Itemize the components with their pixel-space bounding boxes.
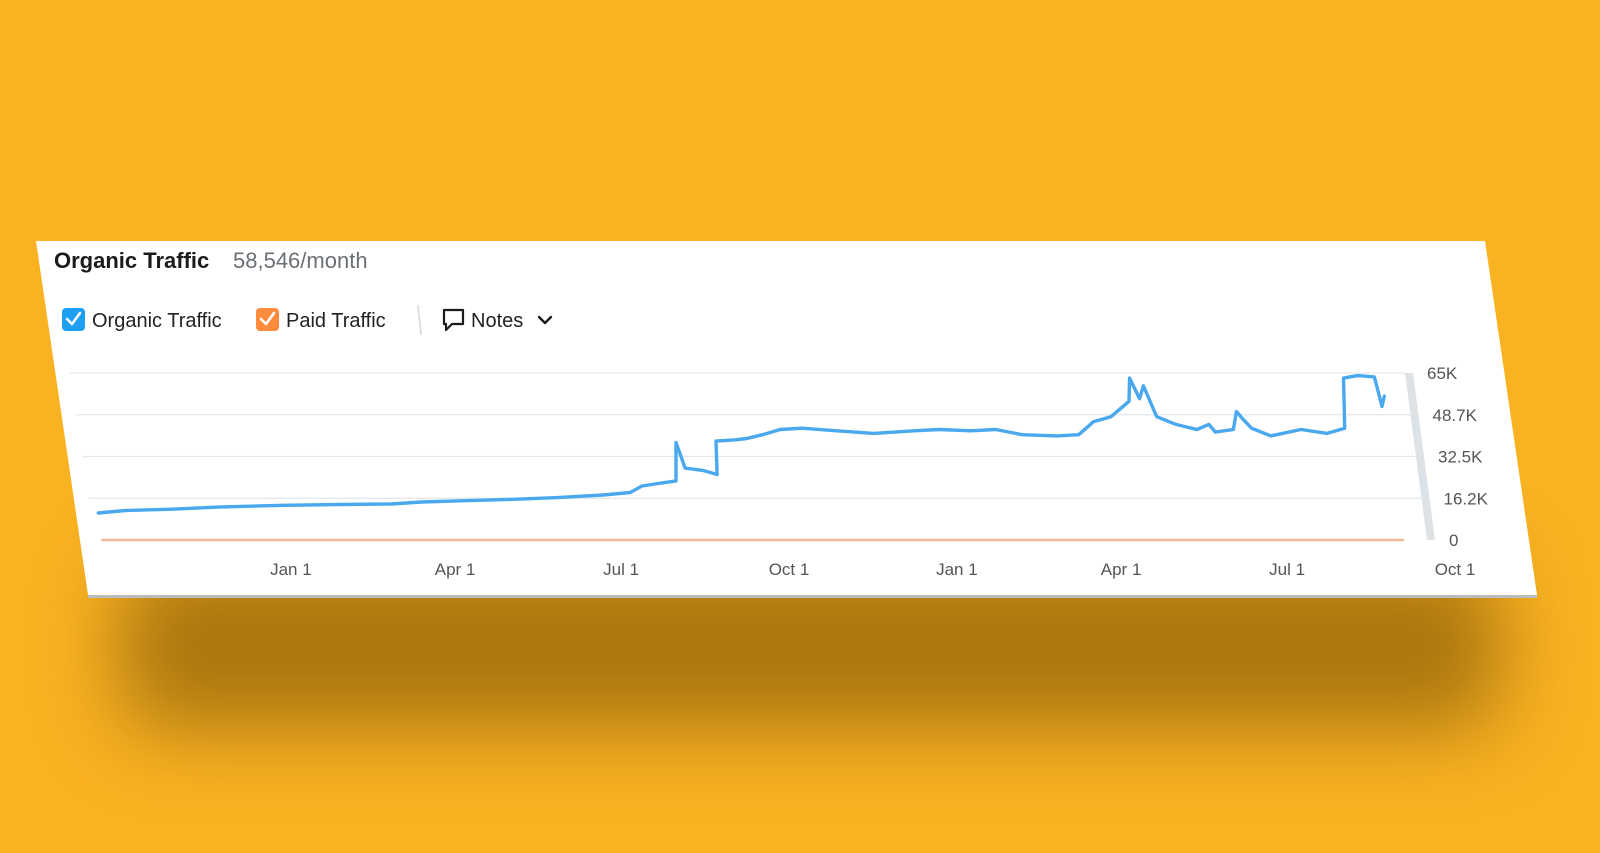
y-tick-label: 0 (1449, 531, 1458, 550)
y-tick-label: 65K (1427, 364, 1458, 383)
organic-checkbox[interactable] (62, 308, 85, 331)
x-tick-label: Jan 1 (936, 560, 978, 579)
x-tick-label: Jul 1 (1269, 560, 1305, 579)
x-tick-label: Oct 1 (769, 560, 810, 579)
x-tick-label: Jul 1 (603, 560, 639, 579)
chevron-down-icon (537, 315, 553, 325)
plot-area (96, 373, 1405, 542)
comment-icon (442, 308, 465, 332)
legend-organic-label: Organic Traffic (92, 310, 222, 332)
y-tick-label: 48.7K (1433, 406, 1478, 425)
x-tick-label: Jan 1 (270, 560, 312, 579)
y-tick-label: 16.2K (1444, 489, 1489, 508)
organic-traffic-line (96, 373, 1387, 515)
y-axis-ticks: 0 16.2K 32.5K 48.7K 65K (1427, 364, 1489, 550)
notes-label: Notes (471, 310, 523, 332)
notes-dropdown[interactable]: Notes (442, 308, 553, 332)
x-axis-ticks: Jan 1 Apr 1 Jul 1 Oct 1 Jan 1 Apr 1 Jul 1 Oct 1 (270, 560, 1475, 579)
legend-paid-label: Paid Traffic (286, 310, 386, 332)
check-icon (259, 311, 276, 326)
chart-title: Organic Traffic (54, 248, 209, 273)
legend-paid-toggle[interactable]: Paid Traffic (256, 308, 386, 332)
chart-right-band (1405, 373, 1435, 540)
paid-checkbox[interactable] (256, 308, 279, 331)
svg-text:58,546/month: 58,546/month (233, 248, 368, 273)
x-tick-label: Apr 1 (1101, 560, 1142, 579)
legend-organic-toggle[interactable]: Organic Traffic (62, 308, 222, 332)
y-tick-label: 32.5K (1438, 448, 1483, 467)
grid-lines (70, 372, 1422, 499)
traffic-value: 58,546 (233, 248, 300, 273)
plot-edge-band (1405, 373, 1435, 540)
x-tick-label: Apr 1 (435, 560, 476, 579)
check-icon (65, 311, 82, 326)
traffic-unit: /month (300, 248, 367, 273)
card-bottom-edge (88, 595, 1537, 598)
card-background (36, 241, 1537, 595)
x-tick-label: Oct 1 (1435, 560, 1476, 579)
legend-divider (417, 304, 422, 336)
